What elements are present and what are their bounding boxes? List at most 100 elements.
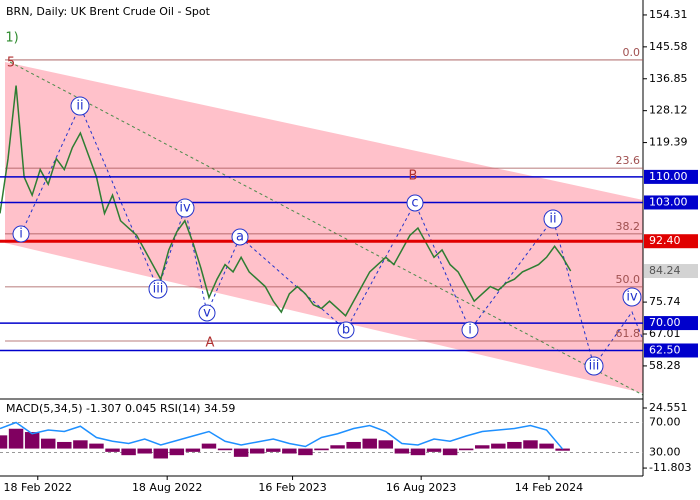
wave-circle <box>231 228 249 246</box>
last-price-box <box>644 264 698 279</box>
macd-bar <box>330 445 345 449</box>
macd-bar <box>137 448 152 454</box>
rsi-line <box>0 421 564 450</box>
level-box <box>644 316 698 331</box>
wave-label: v <box>203 306 211 321</box>
level-label: 92.40 <box>649 234 681 247</box>
fib-label: 0.0 <box>623 46 641 59</box>
wave-label: b <box>342 323 350 338</box>
level-label: 103.00 <box>649 195 688 208</box>
macd-bar <box>410 448 426 456</box>
macd-bar <box>491 443 506 449</box>
wave-label: A <box>206 336 215 351</box>
macd-bar <box>8 428 24 449</box>
macd-bar <box>89 443 104 449</box>
macd-bar <box>475 445 490 449</box>
macd-bar <box>458 448 474 451</box>
x-tick-label: 18 Aug 2022 <box>132 481 202 494</box>
macd-bar <box>233 448 249 457</box>
fib-label: 23.6 <box>616 154 641 167</box>
y-tick-label: 145.58 <box>649 40 688 53</box>
y-tick-label: 128.12 <box>649 104 688 117</box>
macd-bar <box>362 438 377 449</box>
y-tick-label: -11.803 <box>649 461 691 474</box>
wave-circle <box>198 304 216 322</box>
wave-label: 1) <box>5 31 18 46</box>
macd-bar <box>0 435 8 449</box>
macd-bar <box>217 448 233 451</box>
x-tick-label: 18 Feb 2022 <box>4 481 72 494</box>
y-tick-label: 75.74 <box>649 295 681 308</box>
wave-label: ii <box>76 99 83 114</box>
y2-tick-label: 70.00 <box>649 416 681 429</box>
macd-bar <box>185 448 201 452</box>
macd-bar <box>314 448 329 451</box>
wave-circle <box>175 198 195 218</box>
y-tick-label: 58.28 <box>649 359 681 372</box>
wave-circle <box>70 96 90 116</box>
level-label: 110.00 <box>649 170 688 183</box>
level-label: 70.00 <box>649 316 681 329</box>
wave-label: ii <box>549 212 556 227</box>
wave-circle <box>584 356 604 376</box>
macd-bar <box>394 448 410 454</box>
price-line <box>0 85 572 317</box>
wave-label: iii <box>153 282 164 297</box>
wave-circle <box>461 321 479 339</box>
macd-bar <box>442 448 458 456</box>
y-tick-label: 154.31 <box>649 8 688 21</box>
macd-bar <box>539 443 554 449</box>
wave-label: iv <box>179 201 191 216</box>
fib-label: 61.8 <box>616 327 641 340</box>
y2-tick-label: 30.00 <box>649 446 681 459</box>
level-box <box>644 234 698 249</box>
macd-bar <box>121 448 136 456</box>
wave-label: iii <box>589 359 600 374</box>
macd-bar <box>105 448 120 452</box>
macd-bar <box>201 443 217 449</box>
macd-bar <box>282 448 297 454</box>
y-tick-label: 136.85 <box>649 72 688 85</box>
y-tick-label: 24.551 <box>649 401 688 414</box>
fib-label: 38.2 <box>616 220 641 233</box>
macd-bar <box>40 438 56 449</box>
x-tick-label: 16 Feb 2023 <box>258 481 326 494</box>
macd-bar <box>346 441 361 449</box>
macd-bar <box>507 441 522 449</box>
macd-bar <box>378 440 394 449</box>
macd-bar <box>73 440 88 449</box>
wave-label: a <box>236 230 244 245</box>
wave-label: 5 <box>7 56 15 71</box>
fib-label: 50.0 <box>616 273 641 286</box>
wave-circle <box>148 279 168 299</box>
level-box <box>644 195 698 210</box>
wave-label: c <box>411 196 418 211</box>
indicator-title: MACD(5,34,5) -1.307 0.045 RSI(14) 34.59 <box>6 402 235 415</box>
level-box <box>644 169 698 184</box>
macd-bar <box>298 448 313 456</box>
wave-circle <box>622 287 642 307</box>
chart-title: BRN, Daily: UK Brent Crude Oil - Spot <box>6 5 211 18</box>
y-tick-label: 67.01 <box>649 327 681 340</box>
macd-bar <box>523 440 538 449</box>
wave-label: i <box>19 227 23 242</box>
level-label: 62.50 <box>649 343 681 356</box>
x-tick-label: 14 Feb 2024 <box>515 481 583 494</box>
wave-label: iv <box>626 290 638 305</box>
macd-bar <box>57 441 72 449</box>
macd-bar <box>426 448 442 452</box>
x-tick-label: 16 Aug 2023 <box>386 481 456 494</box>
macd-bar <box>169 448 185 456</box>
macd-bar <box>266 448 281 452</box>
macd-bar <box>555 448 570 451</box>
wave-labels: 1) 5 i ii iii iv v a A b B c i ii iii iv <box>5 31 642 376</box>
trend-line <box>9 61 644 396</box>
wave-circle <box>12 225 30 243</box>
macd-bar <box>24 432 40 449</box>
macd-bar <box>153 448 168 459</box>
y-tick-label: 119.39 <box>649 136 688 149</box>
wave-circle <box>337 321 355 339</box>
last-price-label: 84.24 <box>649 264 681 277</box>
macd-bar <box>249 448 265 454</box>
